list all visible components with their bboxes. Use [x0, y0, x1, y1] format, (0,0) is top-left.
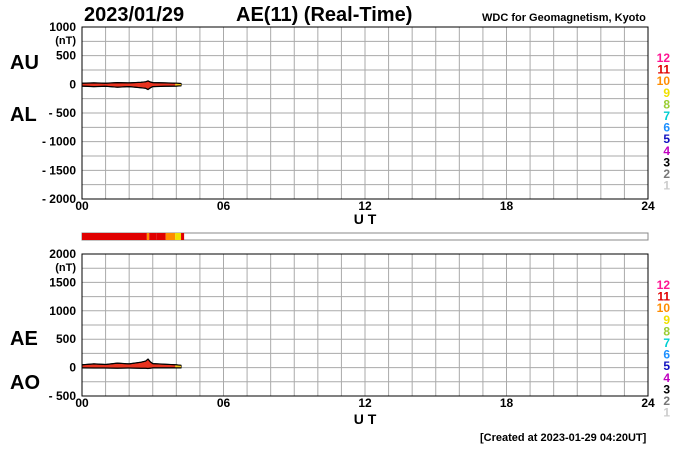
au-al-ytick-label: 1000	[49, 20, 76, 34]
ae-ao-station-legend-label: 1	[663, 406, 670, 420]
station-count-segment	[149, 233, 157, 240]
au-al-xlabel: U T	[354, 211, 377, 227]
au-al-station-legend-label: 9	[663, 86, 670, 100]
au-al-station-legend-label: 10	[657, 74, 671, 88]
au-al-ytick-label: - 1000	[42, 135, 76, 149]
ae-ao-station-legend-label: 7	[663, 336, 670, 350]
au-al-ytick-label: - 1500	[42, 163, 76, 177]
station-count-segment	[181, 233, 185, 240]
au-al-station-legend-label: 2	[663, 167, 670, 181]
ae-ao-station-legend-label: 3	[663, 382, 670, 396]
au-al-station-legend-label: 11	[657, 63, 670, 77]
al-side-label: AL	[10, 104, 37, 126]
au-al-station-legend-label: 1	[663, 179, 670, 193]
station-count-segment	[156, 233, 166, 240]
created-timestamp: [Created at 2023-01-29 04:20UT]	[480, 432, 647, 444]
ae-ao-xtick-label: 06	[217, 396, 231, 410]
au-al-xtick-label: 12	[358, 199, 372, 213]
ae-ao-xtick-label: 00	[75, 396, 89, 410]
au-al-station-legend-label: 5	[663, 132, 670, 146]
ae-ao-station-legend-label: 9	[663, 313, 670, 327]
ae-ao-ytick-label: 1500	[49, 275, 76, 289]
ae-ao-station-legend-label: 5	[663, 359, 670, 373]
ae-ao-ytick-label: 0	[69, 361, 76, 375]
ae-ao-ytick-label: - 500	[49, 389, 77, 403]
ae-ao-station-legend-label: 4	[663, 371, 670, 385]
ae-side-label: AE	[10, 328, 38, 350]
ae-ao-ytick-label: 500	[56, 332, 76, 346]
ae-ao-ylabel: (nT)	[55, 262, 76, 274]
ae-ao-xtick-label: 12	[358, 396, 372, 410]
station-count-segment	[82, 233, 147, 240]
au-al-station-legend-label: 8	[663, 97, 670, 111]
station-count-segment	[146, 233, 150, 240]
au-al-xtick-label: 24	[641, 199, 655, 213]
ae-ao-xtick-label: 24	[641, 396, 655, 410]
ae-ao-ao-line	[81, 367, 182, 370]
ae-ao-station-legend-label: 10	[657, 301, 671, 315]
ae-ao-frame	[81, 253, 649, 397]
au-al-ytick-label: 0	[69, 77, 76, 91]
station-count-segment	[165, 233, 176, 240]
ae-ao-xlabel: U T	[354, 411, 377, 427]
ae-ao-station-legend-label: 2	[663, 394, 670, 408]
au-al-ytick-label: - 2000	[42, 192, 76, 206]
ae-ao-station-legend-label: 12	[657, 278, 671, 292]
station-count-segment	[175, 233, 182, 240]
au-al-station-legend-label: 7	[663, 109, 670, 123]
au-al-station-legend-label: 3	[663, 155, 670, 169]
ae-ao-station-legend-label: 6	[663, 348, 670, 362]
au-al-recent-overlay	[175, 83, 182, 87]
ae-ao-station-legend-label: 11	[657, 290, 670, 304]
au-al-station-legend-label: 6	[663, 121, 670, 135]
ae-ao-station-legend-label: 8	[663, 324, 670, 338]
au-al-xtick-label: 06	[217, 199, 231, 213]
au-al-station-legend-label: 12	[657, 51, 671, 65]
ao-side-label: AO	[10, 372, 40, 394]
data-source: WDC for Geomagnetism, Kyoto	[482, 12, 646, 24]
au-al-xtick-label: 00	[75, 199, 89, 213]
ae-ao-ytick-label: 1000	[49, 304, 76, 318]
au-al-ytick-label: 500	[56, 49, 76, 63]
au-al-ylabel: (nT)	[55, 35, 76, 47]
plot-title: AE(11) (Real-Time)	[236, 4, 413, 26]
ae-ao-ae-line	[81, 358, 182, 366]
au-al-lower-line	[81, 85, 182, 91]
ae-ao-recent-overlay	[175, 364, 182, 368]
plot-date: 2023/01/29	[84, 4, 185, 26]
au-al-xtick-label: 18	[500, 199, 514, 213]
au-al-ytick-label: - 500	[49, 106, 77, 120]
au-al-frame	[81, 26, 649, 200]
ae-ao-xtick-label: 18	[500, 396, 514, 410]
au-side-label: AU	[10, 52, 39, 74]
au-al-upper-line	[81, 80, 182, 85]
au-al-station-legend-label: 4	[663, 144, 670, 158]
ae-ao-ytick-label: 2000	[49, 247, 76, 261]
